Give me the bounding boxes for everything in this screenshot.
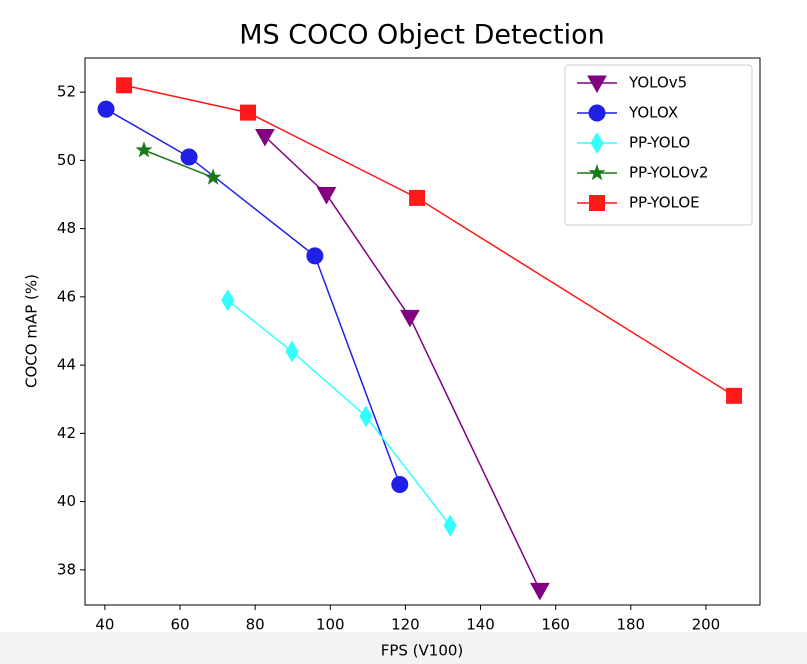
plot-frame xyxy=(84,57,761,606)
marker xyxy=(180,148,198,166)
marker xyxy=(116,77,133,94)
marker xyxy=(359,405,373,428)
x-tick-label: 60 xyxy=(170,616,189,634)
legend-label: PP-YOLOv2 xyxy=(629,164,709,182)
marker xyxy=(135,141,153,158)
y-tick-label: 50 xyxy=(57,151,76,169)
series-line xyxy=(264,135,541,591)
marker xyxy=(409,189,426,206)
marker xyxy=(726,387,743,404)
marker xyxy=(587,75,607,94)
marker xyxy=(221,289,235,312)
y-tick-label: 42 xyxy=(57,424,76,442)
series-line xyxy=(227,299,451,526)
marker xyxy=(589,195,605,211)
legend-box xyxy=(564,64,753,226)
marker xyxy=(530,582,550,601)
x-tick-label: 120 xyxy=(391,616,420,634)
x-tick-label: 180 xyxy=(616,616,645,634)
bottom-strip xyxy=(0,632,807,664)
y-tick-label: 52 xyxy=(57,83,76,101)
x-tick-label: 140 xyxy=(466,616,495,634)
legend: YOLOv5 YOLOX PP-YOLO PP-YOLOv2 PP-YOLOE xyxy=(564,64,753,226)
legend-label: PP-YOLO xyxy=(629,134,690,152)
marker xyxy=(391,476,409,494)
x-tick-label: 80 xyxy=(246,616,265,634)
series-line xyxy=(123,84,735,397)
marker xyxy=(400,309,420,328)
series-line xyxy=(143,149,214,179)
x-tick-label: 100 xyxy=(316,616,345,634)
y-axis-label: COCO mAP (%) xyxy=(23,274,41,388)
y-tick-label: 44 xyxy=(57,356,76,374)
legend-label: YOLOv5 xyxy=(628,74,687,92)
x-tick-label: 40 xyxy=(95,616,114,634)
marker xyxy=(285,340,299,363)
marker xyxy=(316,186,337,205)
x-axis-label: FPS (V100) xyxy=(381,642,464,660)
y-tick-label: 38 xyxy=(57,560,76,578)
marker xyxy=(306,247,324,265)
marker xyxy=(590,132,604,154)
legend-label: YOLOX xyxy=(628,104,678,122)
marker xyxy=(443,514,457,537)
y-tick-label: 40 xyxy=(57,492,76,510)
series-line xyxy=(105,108,401,485)
marker xyxy=(255,128,275,147)
marker xyxy=(204,168,222,185)
x-tick-label: 200 xyxy=(692,616,721,634)
chart-title: MS COCO Object Detection xyxy=(239,20,605,51)
marker xyxy=(240,104,257,121)
legend-label: PP-YOLOE xyxy=(629,194,700,212)
marker xyxy=(588,104,606,122)
marker xyxy=(588,163,606,181)
marker xyxy=(97,100,115,118)
y-tick-label: 46 xyxy=(57,287,76,305)
x-tick-label: 160 xyxy=(541,616,570,634)
y-tick-label: 48 xyxy=(57,219,76,237)
